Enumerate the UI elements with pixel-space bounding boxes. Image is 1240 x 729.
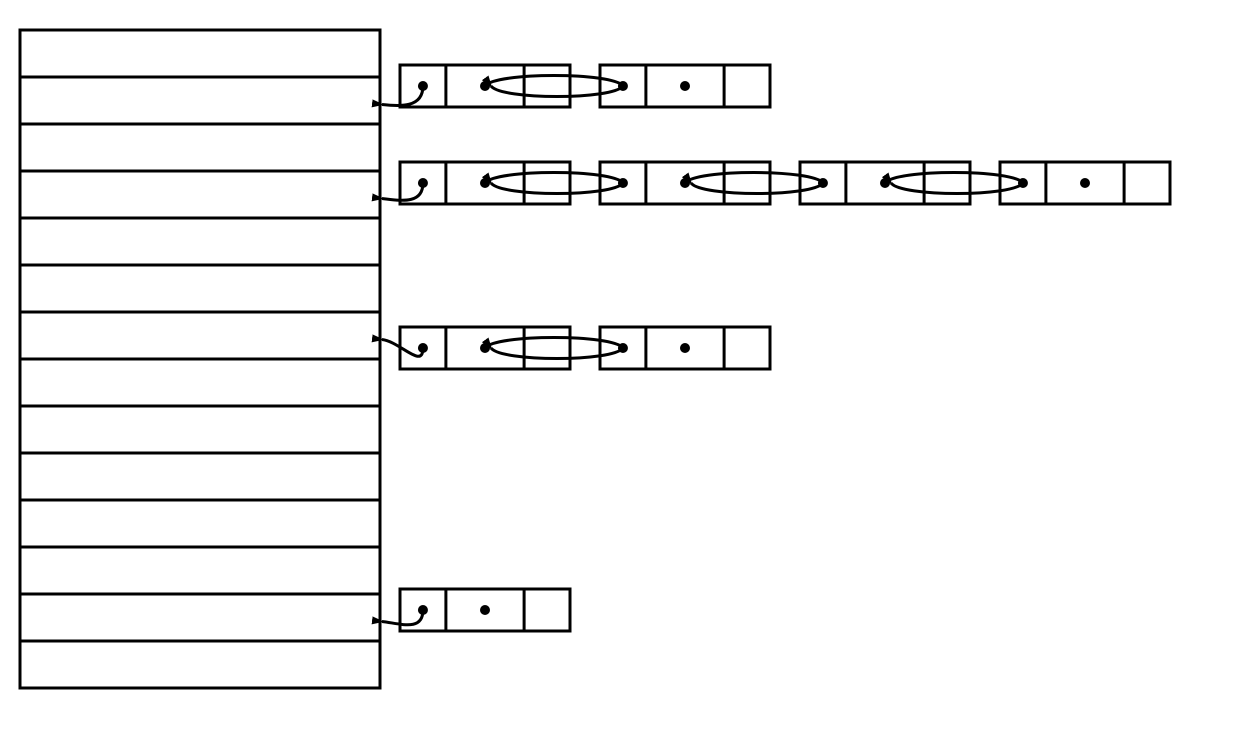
chain [382, 589, 570, 631]
chain [382, 65, 770, 107]
bucket-array [20, 30, 380, 688]
hash-table-diagram [0, 0, 1240, 729]
chain [382, 162, 1170, 204]
chain [382, 327, 770, 369]
